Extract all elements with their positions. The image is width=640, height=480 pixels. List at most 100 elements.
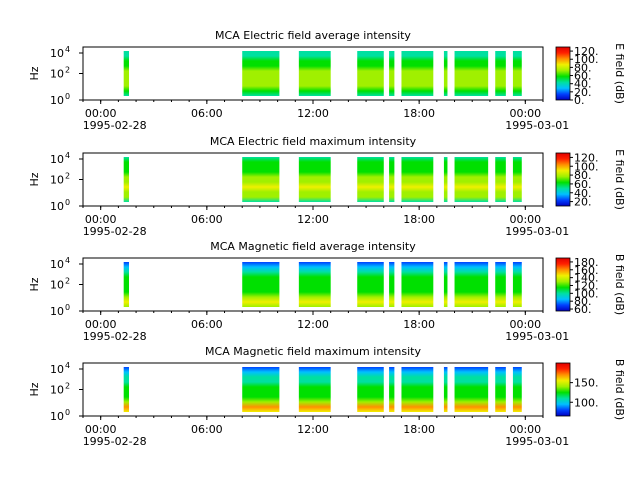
data-columns bbox=[123, 157, 522, 202]
data-column bbox=[357, 51, 384, 96]
colorbar bbox=[555, 152, 571, 207]
colorbar-tick-label: 100. bbox=[574, 160, 599, 173]
data-column bbox=[495, 262, 506, 307]
data-columns bbox=[123, 367, 522, 412]
y-tick-label: 10 bbox=[50, 305, 64, 318]
data-column bbox=[242, 262, 280, 307]
colorbar-tick-label: 80. bbox=[574, 61, 592, 74]
data-column bbox=[357, 262, 384, 307]
data-column bbox=[454, 262, 489, 307]
y-tick-exponent: 2 bbox=[65, 382, 70, 391]
data-column bbox=[454, 367, 489, 412]
y-tick-label: 10 bbox=[50, 68, 64, 81]
colorbar bbox=[555, 46, 571, 101]
y-tick-exponent: 2 bbox=[65, 172, 70, 181]
y-tick-exponent: 0 bbox=[65, 303, 70, 312]
x-date-label: 1995-02-28 bbox=[83, 330, 147, 343]
panel-1: MCA Electric field average intensity Hz 10… bbox=[28, 29, 626, 132]
data-column bbox=[454, 51, 489, 96]
colorbar-tick-label: 160. bbox=[574, 264, 599, 277]
data-column bbox=[298, 51, 331, 96]
colorbar-tick-label: 80. bbox=[574, 295, 592, 308]
data-column bbox=[123, 262, 129, 307]
data-column bbox=[123, 51, 129, 96]
y-tick-label: 10 bbox=[50, 410, 64, 423]
x-tick-label: 00:00 bbox=[509, 213, 541, 226]
y-tick-label: 10 bbox=[50, 47, 64, 60]
x-tick-label: 00:00 bbox=[509, 107, 541, 120]
panel-2: MCA Electric field maximum intensity Hz 10… bbox=[28, 135, 626, 238]
y-tick-label: 10 bbox=[50, 279, 64, 292]
data-column bbox=[454, 157, 489, 202]
data-column bbox=[512, 367, 522, 412]
colorbar bbox=[555, 362, 571, 417]
y-tick-exponent: 0 bbox=[65, 198, 70, 207]
x-tick-label: 00:00 bbox=[85, 213, 117, 226]
colorbar-tick-label: 180. bbox=[574, 256, 599, 269]
y-tick-label: 10 bbox=[50, 258, 64, 271]
y-tick-label: 10 bbox=[50, 174, 64, 187]
colorbar-tick-label: 0. bbox=[574, 94, 585, 107]
colorbar-tick-label: 60. bbox=[574, 303, 592, 316]
data-column bbox=[357, 157, 384, 202]
y-tick-label: 10 bbox=[50, 200, 64, 213]
data-column bbox=[495, 157, 506, 202]
x-date-label: 1995-03-01 bbox=[505, 435, 569, 448]
x-tick-label: 00:00 bbox=[85, 423, 117, 436]
x-date-label: 1995-03-01 bbox=[505, 225, 569, 238]
x-tick-label: 06:00 bbox=[191, 318, 223, 331]
y-axis-label: Hz bbox=[28, 172, 41, 186]
panel-title: MCA Magnetic field average intensity bbox=[210, 240, 416, 253]
y-tick-label: 10 bbox=[50, 153, 64, 166]
colorbar-tick-label: 20. bbox=[574, 86, 592, 99]
y-axis-label: Hz bbox=[28, 382, 41, 396]
y-tick-label: 10 bbox=[50, 363, 64, 376]
colorbar-tick-label: 60. bbox=[574, 70, 592, 83]
x-tick-label: 18:00 bbox=[403, 318, 435, 331]
x-date-label: 1995-02-28 bbox=[83, 119, 147, 132]
x-date-label: 1995-03-01 bbox=[505, 119, 569, 132]
colorbar-tick-label: 100. bbox=[574, 396, 599, 409]
y-tick-exponent: 2 bbox=[65, 277, 70, 286]
data-column bbox=[443, 157, 448, 202]
x-tick-label: 12:00 bbox=[297, 213, 329, 226]
data-column bbox=[123, 157, 129, 202]
y-tick-exponent: 2 bbox=[65, 66, 70, 75]
data-column bbox=[495, 367, 506, 412]
colorbar-label: B field (dB) bbox=[613, 359, 626, 420]
panel-3: MCA Magnetic field average intensity Hz 10… bbox=[28, 240, 626, 343]
data-column bbox=[298, 262, 331, 307]
x-tick-label: 00:00 bbox=[509, 318, 541, 331]
x-tick-label: 00:00 bbox=[85, 107, 117, 120]
x-tick-label: 18:00 bbox=[403, 213, 435, 226]
colorbar-tick-label: 40. bbox=[574, 187, 592, 200]
colorbar-tick-label: 120. bbox=[574, 151, 599, 164]
colorbar-tick-label: 100. bbox=[574, 287, 599, 300]
data-columns bbox=[123, 51, 522, 96]
x-tick-label: 06:00 bbox=[191, 107, 223, 120]
x-tick-label: 18:00 bbox=[403, 423, 435, 436]
data-column bbox=[389, 367, 395, 412]
data-column bbox=[389, 262, 395, 307]
x-tick-label: 00:00 bbox=[85, 318, 117, 331]
colorbar-tick-label: 140. bbox=[574, 272, 599, 285]
panel-title: MCA Magnetic field maximum intensity bbox=[205, 345, 421, 358]
data-column bbox=[401, 262, 434, 307]
colorbar-label: B field (dB) bbox=[613, 254, 626, 315]
data-column bbox=[242, 157, 280, 202]
x-tick-label: 12:00 bbox=[297, 318, 329, 331]
y-axis-label: Hz bbox=[28, 66, 41, 80]
x-date-label: 1995-02-28 bbox=[83, 435, 147, 448]
data-column bbox=[298, 367, 331, 412]
colorbar-label: E field (dB) bbox=[613, 43, 626, 104]
data-column bbox=[123, 367, 129, 412]
y-tick-exponent: 4 bbox=[65, 45, 70, 54]
data-column bbox=[389, 157, 395, 202]
y-tick-exponent: 0 bbox=[65, 92, 70, 101]
y-tick-exponent: 4 bbox=[65, 256, 70, 265]
x-date-label: 1995-03-01 bbox=[505, 330, 569, 343]
x-tick-label: 06:00 bbox=[191, 423, 223, 436]
data-columns bbox=[123, 262, 522, 307]
colorbar-label: E field (dB) bbox=[613, 149, 626, 210]
data-column bbox=[401, 51, 434, 96]
